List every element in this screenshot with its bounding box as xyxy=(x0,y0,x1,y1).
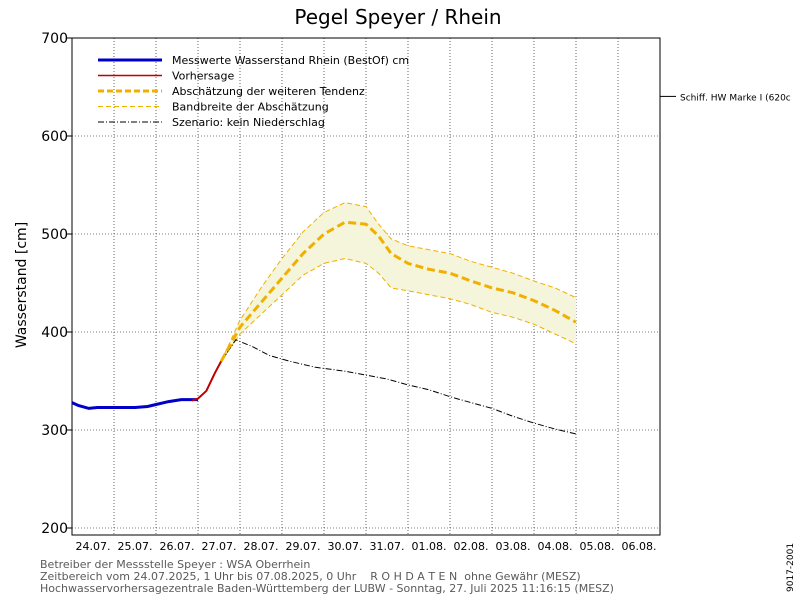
y-tick-label: 300 xyxy=(41,423,68,439)
x-tick-label: 28.07. xyxy=(244,540,279,553)
chart-title: Pegel Speyer / Rhein xyxy=(294,5,501,29)
x-tick-label: 05.08. xyxy=(580,540,615,553)
y-tick-label: 200 xyxy=(41,521,68,537)
band-lower-line xyxy=(220,257,577,362)
x-tick-label: 27.07. xyxy=(202,540,237,553)
x-tick-label: 03.08. xyxy=(496,540,531,553)
y-tick-label: 500 xyxy=(41,227,68,243)
legend-label-tendency: Abschätzung der weiteren Tendenz xyxy=(172,85,365,98)
x-tick-label: 04.08. xyxy=(538,540,573,553)
scenario-line xyxy=(220,339,577,435)
reference-line-label: Schiff. HW Marke I (620c xyxy=(680,93,791,103)
x-tick-label: 02.08. xyxy=(454,540,489,553)
x-tick-label: 01.08. xyxy=(412,540,447,553)
y-axis-label: Wasserstand [cm] xyxy=(14,222,30,348)
footer-agency: Hochwasservorhersagezentrale Baden-Württ… xyxy=(40,582,614,595)
legend-label-measured: Messwerte Wasserstand Rhein (BestOf) cm xyxy=(172,54,409,67)
x-tick-label: 30.07. xyxy=(328,540,363,553)
legend-label-band: Bandbreite der Abschätzung xyxy=(172,101,329,114)
plot-frame xyxy=(71,37,661,536)
y-tick-label: 600 xyxy=(41,129,68,145)
footer-time-range: Zeitbereich vom 24.07.2025, 1 Uhr bis 07… xyxy=(40,570,581,583)
footer-operator: Betreiber der Messstelle Speyer : WSA Ob… xyxy=(40,558,311,571)
legend-label-forecast: Vorhersage xyxy=(172,70,234,83)
x-tick-label: 26.07. xyxy=(160,540,195,553)
y-tick-label: 400 xyxy=(41,325,68,341)
band-upper-line xyxy=(220,202,577,362)
tendency-line xyxy=(219,220,577,363)
legend-label-scenario: Szenario: kein Niederschlag xyxy=(172,116,325,129)
x-tick-label: 06.08. xyxy=(622,540,657,553)
y-tick-label: 700 xyxy=(41,31,68,47)
x-tick-label: 25.07. xyxy=(118,540,153,553)
measured-line xyxy=(71,398,198,410)
band-fill xyxy=(221,202,576,362)
plot-area: 24.07. 25.07. 26.07. 27.07. 28.07. 29.07. 30.0… xyxy=(41,31,791,553)
x-tick-label: 24.07. xyxy=(76,540,111,553)
side-code: 9017-2001 xyxy=(786,542,796,592)
forecast-line xyxy=(191,360,222,402)
x-tick-label: 29.07. xyxy=(286,540,321,553)
x-tick-label: 31.07. xyxy=(370,540,405,553)
